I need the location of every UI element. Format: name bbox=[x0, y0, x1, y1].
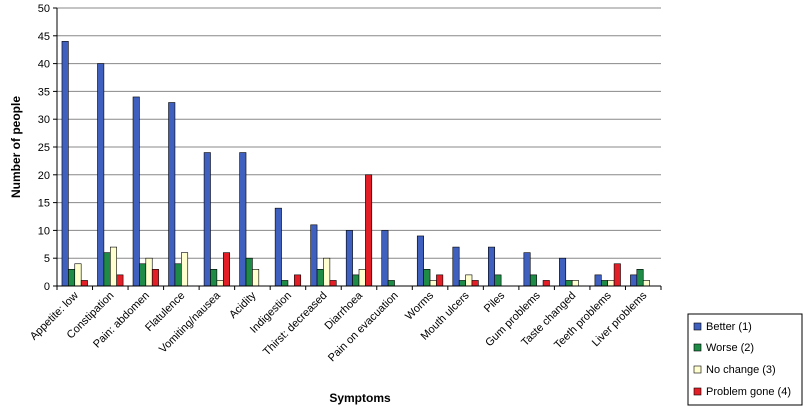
y-tick-label: 10 bbox=[38, 225, 50, 237]
bar bbox=[281, 280, 289, 287]
y-tick-label: 25 bbox=[38, 142, 50, 154]
bar bbox=[642, 280, 650, 287]
legend-label-no-change: No change (3) bbox=[706, 364, 776, 376]
bar bbox=[210, 269, 218, 287]
gridlines bbox=[57, 7, 661, 287]
bar bbox=[97, 63, 105, 287]
bar bbox=[174, 263, 182, 287]
bar bbox=[329, 280, 337, 287]
bar bbox=[429, 280, 437, 287]
bar bbox=[636, 269, 644, 287]
bar bbox=[436, 274, 444, 287]
legend-swatch-no-change bbox=[693, 365, 702, 374]
y-tick-label: 40 bbox=[38, 59, 50, 71]
bar bbox=[345, 230, 353, 287]
bar bbox=[458, 280, 466, 287]
x-tick-label: Thirst: decreased bbox=[261, 290, 330, 359]
bar bbox=[294, 274, 302, 287]
bar bbox=[222, 252, 230, 287]
x-tick-label: Acidity bbox=[227, 289, 259, 321]
bar bbox=[252, 269, 260, 287]
bar bbox=[529, 274, 537, 287]
x-axis-title: Symptoms bbox=[329, 391, 391, 405]
bar bbox=[132, 96, 140, 287]
bar bbox=[571, 280, 579, 287]
bar bbox=[74, 263, 82, 287]
bar bbox=[471, 280, 479, 287]
x-tick-label: Worms bbox=[403, 289, 436, 322]
y-tick-label: 35 bbox=[38, 86, 50, 98]
y-tick-label: 15 bbox=[38, 198, 50, 210]
y-tick-label: 20 bbox=[38, 170, 50, 182]
bar bbox=[381, 230, 389, 287]
bar bbox=[61, 41, 69, 287]
bar bbox=[310, 224, 318, 287]
bar bbox=[365, 174, 373, 287]
bar bbox=[203, 152, 211, 287]
bar bbox=[387, 280, 395, 287]
bar bbox=[216, 280, 224, 287]
legend-label-problem-gone: Problem gone (4) bbox=[706, 386, 791, 398]
legend-swatch-problem-gone bbox=[693, 387, 702, 396]
y-tick-label: 45 bbox=[38, 31, 50, 43]
bar bbox=[80, 280, 88, 287]
bar bbox=[542, 280, 550, 287]
bar bbox=[523, 252, 531, 287]
bar bbox=[630, 274, 638, 287]
bar bbox=[465, 274, 473, 287]
legend: Better (1) Worse (2) No change (3) Probl… bbox=[687, 313, 803, 406]
legend-swatch-better bbox=[693, 322, 702, 331]
legend-box bbox=[687, 313, 803, 406]
bars bbox=[61, 41, 650, 287]
y-tick-label: 30 bbox=[38, 114, 50, 126]
legend-label-better: Better (1) bbox=[706, 321, 752, 333]
bar bbox=[316, 269, 324, 287]
bar bbox=[139, 263, 147, 287]
bar bbox=[245, 257, 253, 287]
bar bbox=[559, 257, 567, 287]
y-tick-label: 0 bbox=[44, 281, 50, 293]
bar bbox=[145, 257, 153, 287]
bar bbox=[416, 235, 424, 287]
bar bbox=[488, 246, 496, 287]
bar bbox=[181, 252, 189, 287]
bar bbox=[103, 252, 111, 287]
bar bbox=[601, 280, 609, 287]
bar bbox=[423, 269, 431, 287]
bar bbox=[109, 246, 117, 287]
bar bbox=[594, 274, 602, 287]
bar bbox=[274, 207, 282, 287]
bar bbox=[116, 274, 124, 287]
bar bbox=[168, 102, 176, 287]
bar bbox=[151, 269, 159, 287]
bar bbox=[452, 246, 460, 287]
bar bbox=[565, 280, 573, 287]
bar bbox=[68, 269, 76, 287]
bar bbox=[607, 280, 615, 287]
y-axis-title: Number of people bbox=[9, 96, 23, 198]
x-tick-label: Piles bbox=[482, 289, 508, 315]
bar bbox=[494, 274, 502, 287]
legend-label-worse: Worse (2) bbox=[706, 342, 754, 354]
y-tick-label: 50 bbox=[38, 3, 50, 15]
legend-swatch-worse bbox=[693, 343, 702, 352]
bar bbox=[239, 152, 247, 287]
x-tick-label: Pain on evacuation bbox=[326, 290, 401, 365]
bar bbox=[352, 274, 360, 287]
bar bbox=[613, 263, 621, 287]
bar bbox=[323, 257, 331, 287]
y-tick-label: 5 bbox=[44, 253, 50, 265]
bar bbox=[358, 269, 366, 287]
x-tick-label: Vomiting/nausea bbox=[157, 289, 224, 356]
